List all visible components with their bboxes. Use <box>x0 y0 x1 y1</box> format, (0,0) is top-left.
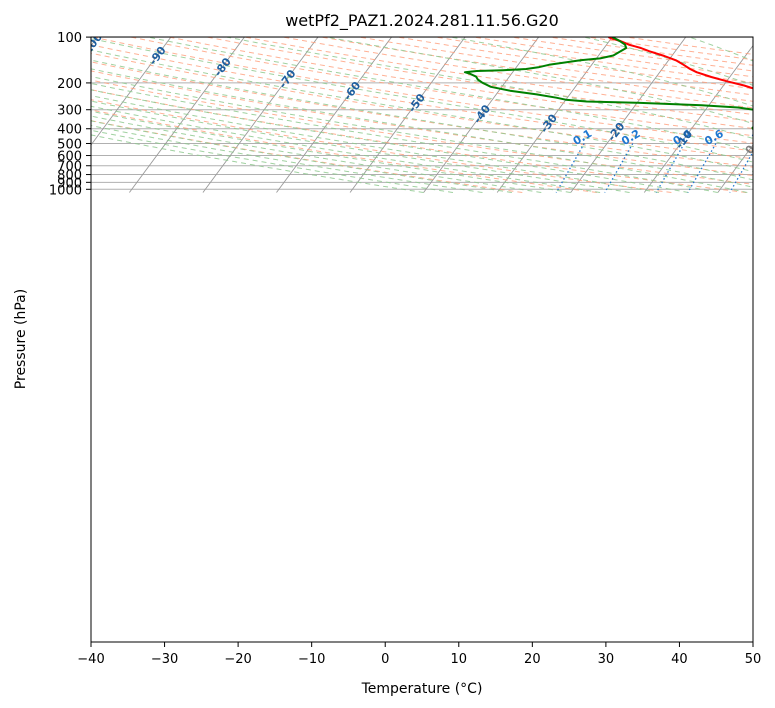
isotherm-line <box>643 44 753 193</box>
y-tick-label: 400 <box>57 123 82 138</box>
dry-adiabat-line <box>207 37 753 122</box>
isotherm-label: -70 <box>276 67 299 91</box>
y-tick-label: 1000 <box>49 183 82 198</box>
y-axis-label: Pressure (hPa) <box>13 289 29 389</box>
isotherm-line <box>91 37 98 47</box>
isotherm-line <box>717 144 753 193</box>
x-tick-label: −40 <box>77 652 104 667</box>
x-tick-label: 50 <box>745 652 762 667</box>
mixing-ratio-line <box>687 143 717 193</box>
dry-adiabat-line <box>91 109 597 193</box>
isotherm-line <box>570 37 687 193</box>
dry-adiabat-line <box>473 37 753 78</box>
dry-adiabat-line <box>91 61 753 168</box>
moist-adiabat-line <box>91 82 718 193</box>
dry-adiabat-line <box>245 37 753 116</box>
mixing-ratio-line <box>764 143 775 192</box>
temperature-line <box>608 37 753 90</box>
dry-adiabat-line <box>588 37 753 61</box>
moist-adiabat-line <box>91 115 542 193</box>
moist-adiabat-line <box>147 37 753 152</box>
y-tick-label: 500 <box>57 137 82 152</box>
chart-title: wetPf2_PAZ1.2024.281.11.56.G20 <box>285 11 559 31</box>
dewpoint-line <box>463 37 753 131</box>
isotherm-label: -100 <box>78 30 105 60</box>
y-tick-label: 100 <box>57 31 82 46</box>
dry-adiabat-line <box>91 79 753 185</box>
y-tick-label: 600 <box>57 150 82 165</box>
dry-adiabat-line <box>91 52 753 160</box>
mixing-ratio-label: 1 <box>749 130 762 145</box>
y-tick-label: 200 <box>57 77 82 92</box>
x-tick-label: −20 <box>224 652 251 667</box>
isotherm-line <box>0 37 24 192</box>
y-tick-label: 900 <box>57 176 82 191</box>
mixing-ratio-line <box>555 143 585 193</box>
moist-adiabat-line <box>91 59 753 181</box>
dry-adiabat-line <box>91 99 672 193</box>
moist-adiabat-line <box>91 105 601 193</box>
y-tick-label: 800 <box>57 169 82 184</box>
moist-adiabat-line <box>91 68 753 188</box>
y-tick-label: 300 <box>57 104 82 119</box>
dry-adiabat-line <box>91 120 523 193</box>
mixing-ratio-line <box>604 143 634 193</box>
mixing-ratio-line <box>729 150 753 193</box>
x-tick-label: −30 <box>151 652 178 667</box>
dry-adiabat-line <box>92 37 753 144</box>
x-tick-label: 30 <box>598 652 615 667</box>
isotherm-line <box>349 37 466 193</box>
y-tick-label: 700 <box>57 160 82 175</box>
moist-adiabat-line <box>91 95 660 193</box>
moist-adiabat-line <box>91 49 753 173</box>
moist-adiabat-line <box>91 89 689 193</box>
moist-adiabat-line <box>583 37 753 86</box>
moist-adiabat-line <box>91 129 454 193</box>
x-tick-label: 10 <box>451 652 468 667</box>
x-tick-label: −10 <box>298 652 325 667</box>
moist-adiabat-line <box>227 37 753 139</box>
plot-frame <box>90 36 754 643</box>
moist-adiabat-line <box>91 38 753 163</box>
mixing-ratio-line <box>655 143 685 193</box>
x-tick-label: 0 <box>381 652 389 667</box>
isotherm-line <box>202 37 319 193</box>
isotherm-label: -40 <box>471 102 494 126</box>
x-tick-label: 20 <box>524 652 541 667</box>
dry-adiabat-line <box>91 89 747 193</box>
moist-adiabat-line <box>91 100 630 193</box>
isotherm-label: 0 <box>743 142 758 156</box>
moist-adiabat-line <box>91 76 748 193</box>
isotherm-label: -90 <box>146 44 169 68</box>
moist-adiabat-line <box>91 110 571 193</box>
dry-adiabat-line <box>321 37 753 102</box>
x-axis-label: Temperature (°C) <box>361 681 483 697</box>
dry-adiabat-line <box>91 70 753 177</box>
dry-adiabat-line <box>91 44 753 152</box>
moist-adiabat-line <box>91 120 512 193</box>
isotherm-line <box>496 37 613 193</box>
isotherm-label: -80 <box>212 55 235 79</box>
isotherm-line <box>423 37 539 193</box>
x-tick-label: 40 <box>671 652 688 667</box>
